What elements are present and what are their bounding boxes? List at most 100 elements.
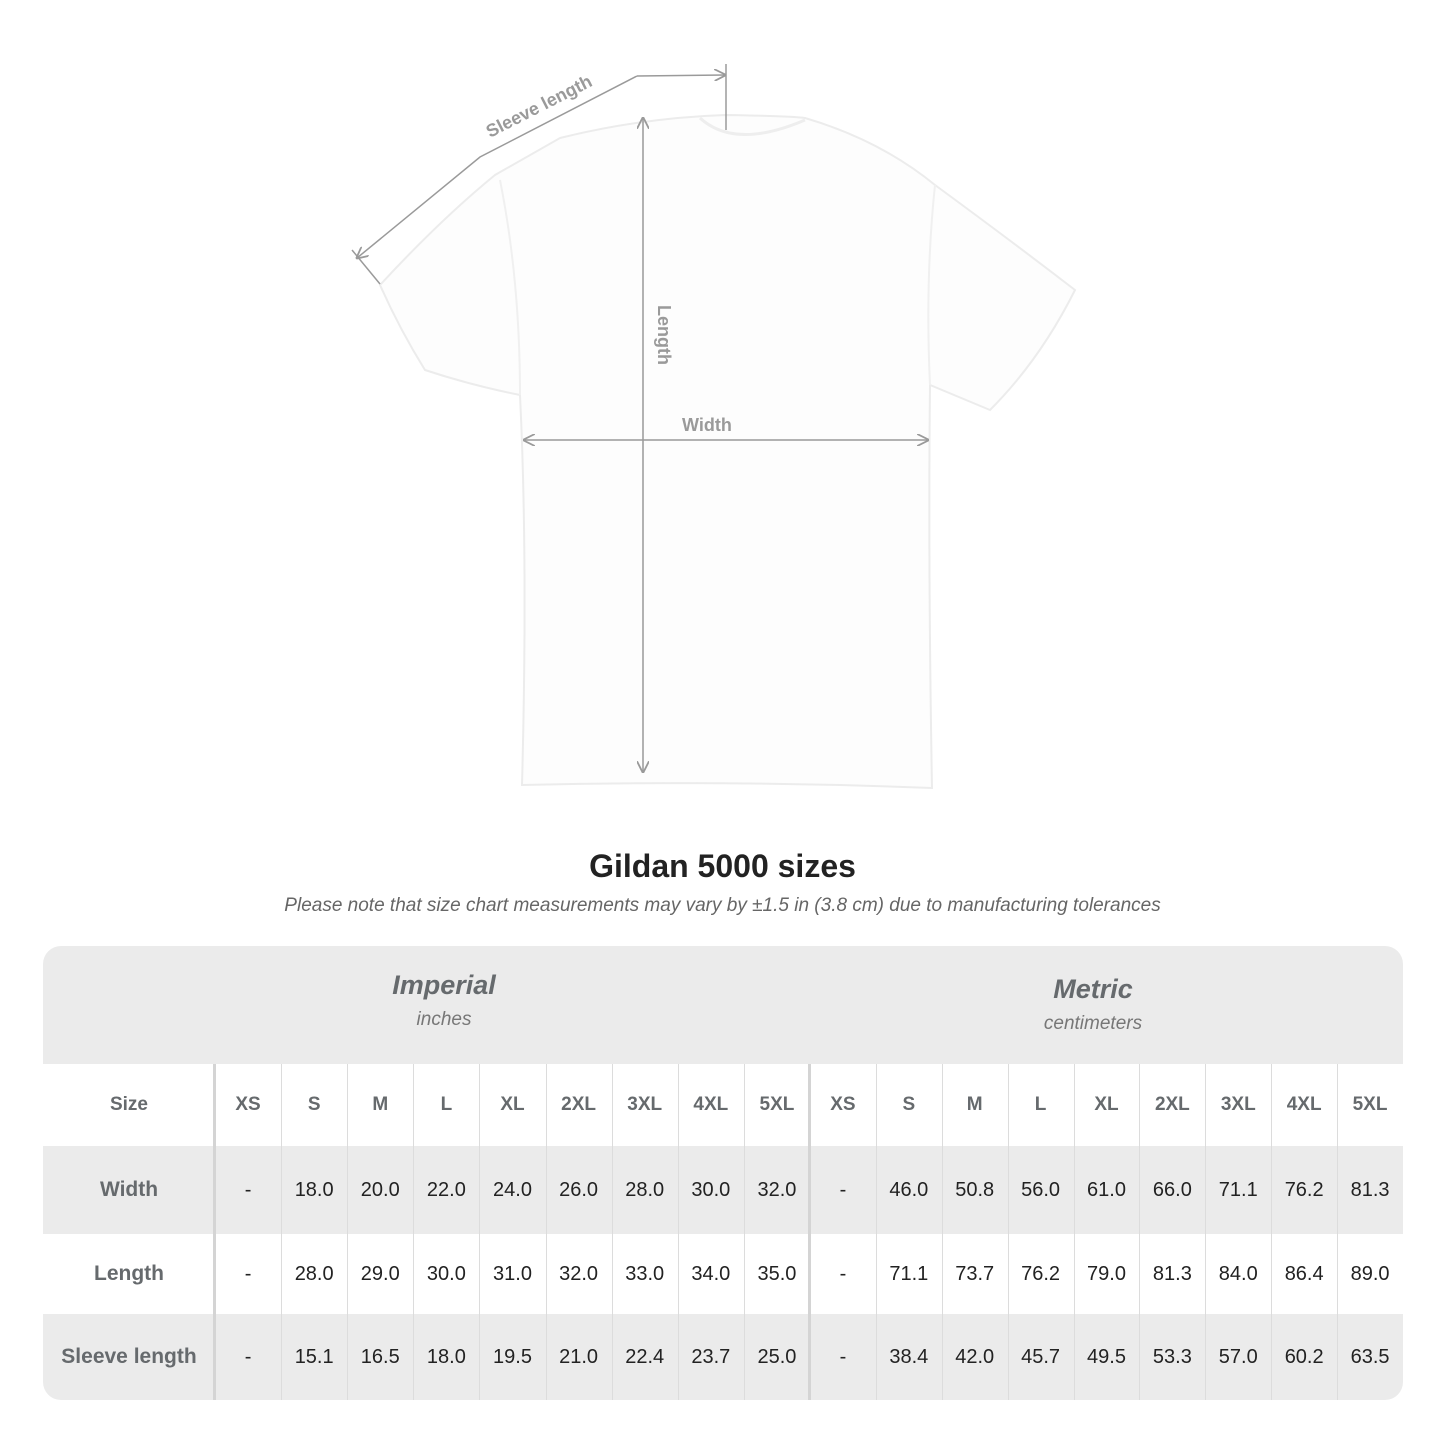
imperial-size-header: XL — [500, 1094, 525, 1115]
metric-value-cell: 57.0 — [1218, 1345, 1258, 1368]
tolerance-note: Please note that size chart measurements… — [284, 895, 1161, 916]
metric-value-cell: 71.1 — [889, 1262, 929, 1285]
metric-value-cell: 56.0 — [1021, 1178, 1061, 1201]
imperial-size-header: 4XL — [693, 1094, 729, 1115]
imperial-unit: inches — [416, 1009, 472, 1030]
metric-value-cell: 81.3 — [1152, 1262, 1192, 1285]
imperial-value-cell: 28.0 — [294, 1262, 334, 1285]
metric-value-cell: 76.2 — [1021, 1262, 1061, 1285]
column-divider — [1337, 1064, 1339, 1400]
metric-value-cell: 79.0 — [1087, 1262, 1126, 1285]
imperial-value-cell: 33.0 — [625, 1262, 665, 1285]
imperial-value-cell: 34.0 — [691, 1262, 731, 1285]
column-divider — [875, 1064, 877, 1400]
column-divider — [677, 1064, 679, 1400]
imperial-value-cell: 30.0 — [691, 1178, 731, 1201]
metric-size-header: 2XL — [1154, 1094, 1190, 1115]
metric-value-cell: 86.4 — [1284, 1262, 1324, 1285]
metric-size-header: XL — [1094, 1094, 1119, 1115]
metric-size-header: S — [902, 1094, 916, 1115]
tshirt-shape — [378, 113, 1077, 790]
metric-value-cell: - — [839, 1262, 847, 1285]
metric-value-cell: 60.2 — [1284, 1345, 1324, 1368]
imperial-size-header: S — [307, 1094, 321, 1115]
imperial-value-cell: 30.0 — [426, 1262, 466, 1285]
imperial-value-cell: 29.0 — [360, 1262, 400, 1285]
row-band — [43, 1314, 1403, 1400]
column-divider — [808, 1064, 811, 1400]
column-divider — [413, 1064, 415, 1400]
metric-size-header: XS — [830, 1094, 856, 1115]
column-divider — [281, 1064, 283, 1400]
imperial-value-cell: 19.5 — [493, 1345, 532, 1368]
imperial-value-cell: 24.0 — [493, 1178, 532, 1201]
metric-value-cell: 49.5 — [1087, 1345, 1126, 1368]
column-divider — [941, 1064, 943, 1400]
metric-value-cell: 42.0 — [955, 1345, 995, 1368]
column-divider — [213, 1064, 216, 1400]
column-divider — [347, 1064, 349, 1400]
metric-unit: centimeters — [1043, 1013, 1143, 1034]
column-divider — [743, 1064, 745, 1400]
metric-value-cell: 50.8 — [955, 1178, 995, 1201]
metric-value-cell: 73.7 — [955, 1262, 995, 1285]
metric-size-header: 4XL — [1286, 1094, 1322, 1115]
metric-size-header: M — [966, 1094, 983, 1115]
metric-size-header: L — [1034, 1094, 1047, 1115]
imperial-value-cell: 28.0 — [625, 1178, 665, 1201]
metric-value-cell: 38.4 — [889, 1345, 929, 1368]
metric-value-cell: 81.3 — [1350, 1178, 1390, 1201]
imperial-value-cell: 23.7 — [691, 1345, 731, 1368]
tshirt-measurement-diagram: Sleeve length Length Width — [351, 64, 1077, 790]
metric-value-cell: 45.7 — [1021, 1345, 1061, 1368]
column-divider — [479, 1064, 481, 1400]
imperial-value-cell: 32.0 — [559, 1262, 599, 1285]
metric-size-header: 3XL — [1220, 1094, 1256, 1115]
column-divider — [1205, 1064, 1207, 1400]
row-label: Sleeve length — [61, 1345, 197, 1368]
column-divider — [1007, 1064, 1009, 1400]
column-divider — [1073, 1064, 1075, 1400]
imperial-size-header: 2XL — [561, 1094, 597, 1115]
row-band — [43, 1146, 1403, 1234]
metric-value-cell: 89.0 — [1350, 1262, 1390, 1285]
imperial-value-cell: 22.4 — [625, 1345, 665, 1368]
imperial-value-cell: 35.0 — [757, 1262, 797, 1285]
size-table: Imperial inches Metric centimeters Size X… — [43, 946, 1403, 1400]
imperial-size-header: 5XL — [759, 1094, 795, 1115]
imperial-value-cell: 18.0 — [426, 1345, 466, 1368]
imperial-value-cell: - — [244, 1345, 252, 1368]
metric-value-cell: 63.5 — [1350, 1345, 1390, 1368]
metric-size-header: 5XL — [1352, 1094, 1388, 1115]
row-label: Width — [99, 1178, 159, 1201]
metric-value-cell: 71.1 — [1218, 1178, 1258, 1201]
metric-value-cell: 53.3 — [1152, 1345, 1192, 1368]
metric-value-cell: 61.0 — [1087, 1178, 1126, 1201]
imperial-size-header: 3XL — [627, 1094, 663, 1115]
metric-value-cell: 46.0 — [889, 1178, 929, 1201]
metric-header: Metric centimeters — [863, 974, 1323, 1035]
page-title: Gildan 5000 sizes — [589, 848, 856, 884]
imperial-value-cell: 32.0 — [757, 1178, 797, 1201]
imperial-value-cell: 26.0 — [559, 1178, 599, 1201]
column-divider — [611, 1064, 613, 1400]
imperial-value-cell: - — [244, 1262, 252, 1285]
imperial-value-cell: - — [244, 1178, 252, 1201]
imperial-value-cell: 21.0 — [559, 1345, 599, 1368]
metric-title: Metric — [1053, 974, 1133, 1004]
width-label: Width — [682, 415, 732, 435]
imperial-value-cell: 25.0 — [757, 1345, 797, 1368]
imperial-value-cell: 15.1 — [294, 1345, 334, 1368]
column-divider — [1139, 1064, 1141, 1400]
imperial-title: Imperial — [392, 970, 496, 1000]
metric-value-cell: - — [839, 1345, 847, 1368]
imperial-size-header: M — [372, 1094, 389, 1115]
imperial-value-cell: 20.0 — [360, 1178, 400, 1201]
imperial-size-header: XS — [235, 1094, 261, 1115]
imperial-value-cell: 16.5 — [360, 1345, 400, 1368]
imperial-value-cell: 18.0 — [294, 1178, 334, 1201]
column-divider — [1271, 1064, 1273, 1400]
imperial-value-cell: 22.0 — [426, 1178, 466, 1201]
metric-value-cell: 84.0 — [1218, 1262, 1258, 1285]
metric-value-cell: - — [839, 1178, 847, 1201]
